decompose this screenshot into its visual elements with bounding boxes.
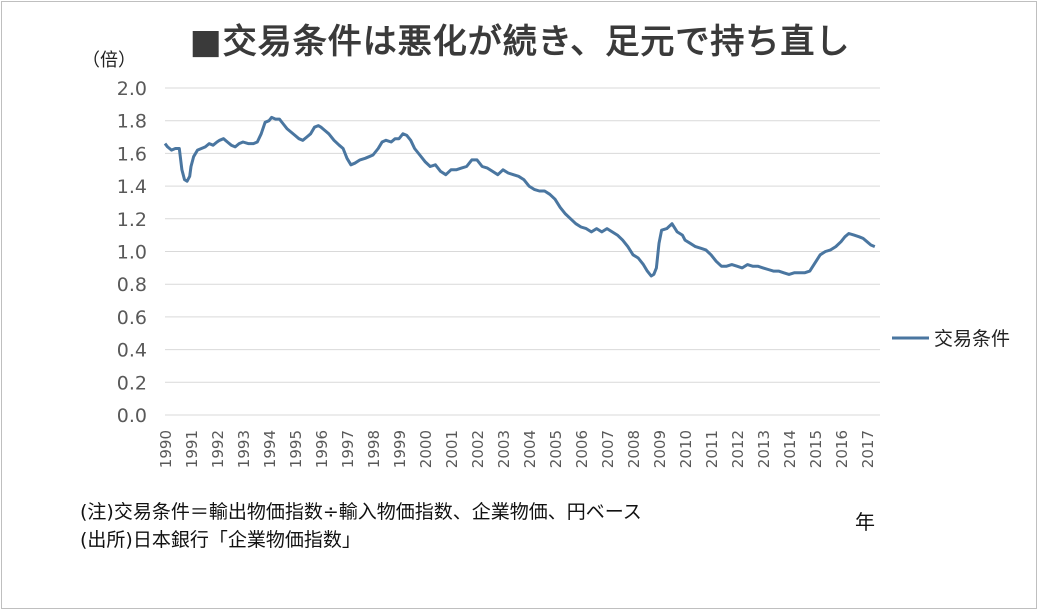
x-tick-label: 2006	[573, 430, 591, 468]
y-tick-label: 0.8	[117, 274, 147, 296]
x-tick-label: 1995	[287, 430, 305, 468]
y-tick-label: 1.4	[117, 176, 147, 198]
x-tick-label: 2000	[417, 430, 435, 468]
y-tick-label: 0.6	[117, 307, 147, 329]
x-tick-label: 2008	[625, 430, 643, 468]
x-tick-label: 2007	[599, 430, 617, 468]
y-tick-label: 1.0	[117, 242, 147, 264]
x-tick-label: 2015	[807, 430, 825, 468]
x-tick-label: 2005	[547, 430, 565, 468]
x-tick-label: 1998	[365, 430, 383, 468]
y-tick-label: 2.0	[117, 78, 147, 100]
x-tick-label: 1992	[209, 430, 227, 468]
x-tick-label: 1999	[391, 430, 409, 468]
y-axis-ticks: 0.0 0.2 0.4 0.6 0.8 1.0 1.2 1.4 1.6 1.8 2.0	[117, 78, 147, 427]
grid-lines	[165, 87, 880, 416]
legend: 交易条件	[892, 328, 1010, 350]
y-tick-label: 0.2	[117, 372, 147, 394]
footnote-definition: (注)交易条件＝輸出物価指数÷輸入物価指数、企業物価、円ベース	[80, 501, 642, 523]
footnote-source: (出所)日本銀行「企業物価指数」	[80, 529, 361, 551]
x-tick-label: 2001	[443, 430, 461, 468]
y-tick-label: 1.2	[117, 209, 147, 231]
x-tick-label: 1993	[235, 430, 253, 468]
x-tick-label: 2010	[677, 430, 695, 468]
chart-title: ■交易条件は悪化が続き、足元で持ち直し	[189, 22, 851, 62]
y-tick-label: 1.8	[117, 111, 147, 133]
x-tick-label: 2011	[703, 430, 721, 468]
x-tick-label: 1990	[157, 430, 175, 468]
x-tick-label: 2002	[469, 430, 487, 468]
x-tick-label: 1994	[261, 430, 279, 468]
x-tick-label: 2003	[495, 430, 513, 468]
legend-label: 交易条件	[934, 328, 1010, 350]
x-tick-label: 2013	[755, 430, 773, 468]
x-tick-label: 1997	[339, 430, 357, 468]
y-tick-label: 0.0	[117, 405, 147, 427]
x-tick-label: 2012	[729, 430, 747, 468]
x-tick-label: 1991	[183, 430, 201, 468]
y-tick-label: 0.4	[117, 340, 147, 362]
y-unit-label: （倍）	[82, 50, 136, 71]
y-tick-label: 1.6	[117, 143, 147, 165]
x-tick-label: 2014	[781, 430, 799, 468]
x-tick-label: 2004	[521, 430, 539, 468]
x-tick-label: 2009	[651, 430, 669, 468]
x-tick-label: 2016	[833, 430, 851, 468]
x-unit-label: 年	[855, 510, 875, 534]
series-layer	[163, 115, 876, 278]
x-tick-label: 1996	[313, 430, 331, 468]
x-tick-label: 2017	[859, 430, 877, 468]
x-axis-ticks: 1990 1991 1992 1993 1994 1995 1996 1997 1998 1999…	[157, 430, 877, 468]
series-line-trade-terms	[163, 115, 876, 278]
